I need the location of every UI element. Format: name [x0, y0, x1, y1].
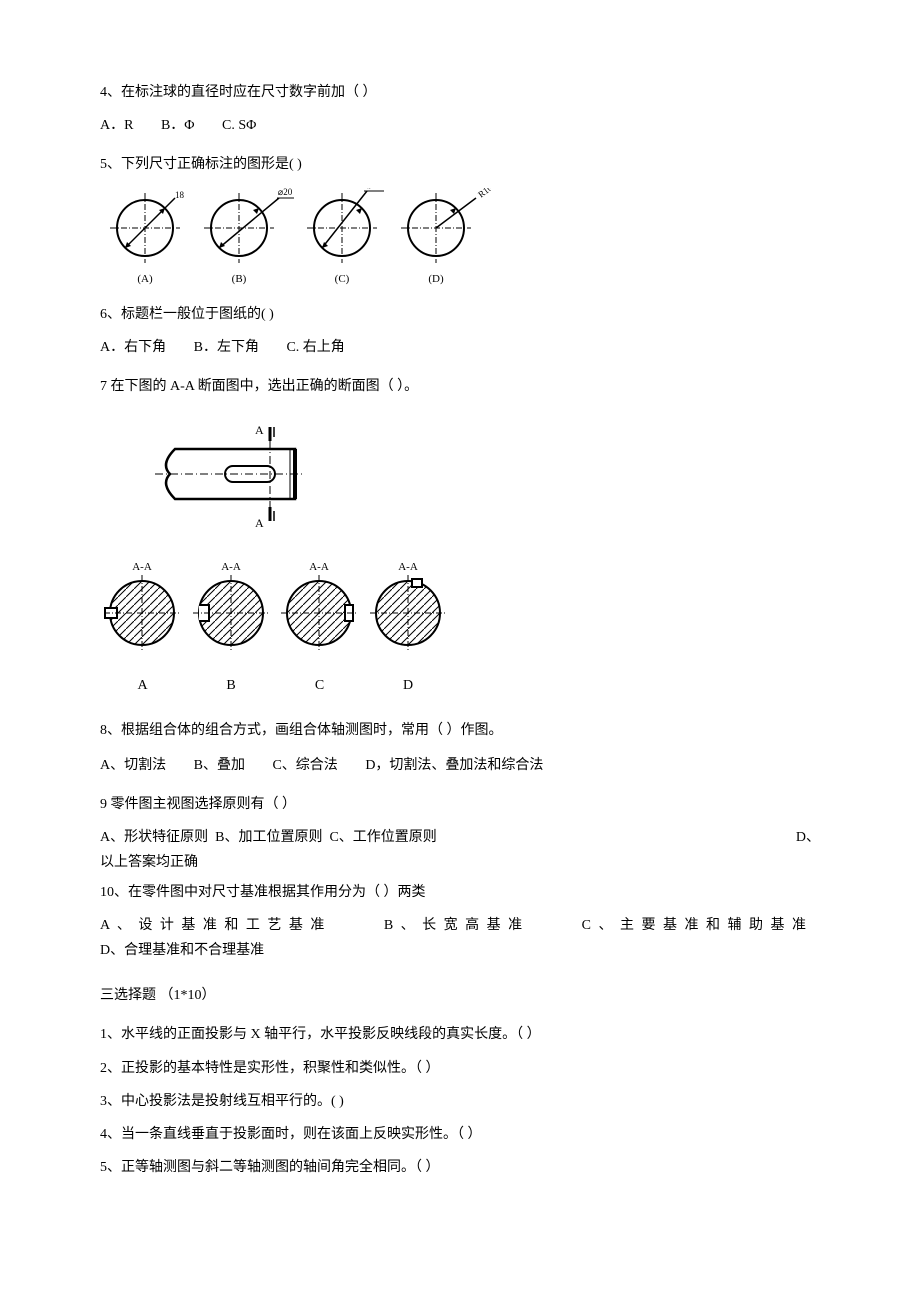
q4-option-c: C. SΦ	[222, 118, 256, 133]
q7-label-bot: A	[255, 516, 264, 530]
tf-1: 1、水平线的正面投影与 X 轴平行，水平投影反映线段的真实长度。（ ）	[100, 1022, 820, 1047]
question-9: 9 零件图主视图选择原则有（ ）	[100, 792, 820, 817]
aa-label: A-A	[398, 561, 418, 573]
q9-options: A、形状特征原则 B、加工位置原则 C、工作位置原则 D、 以上答案均正确	[100, 825, 820, 875]
q8-option-b: B、叠加	[194, 758, 245, 773]
q8-option-a: A、切割法	[100, 758, 166, 773]
q4-text: 4、在标注球的直径时应在尺寸数字前加（ ）	[100, 85, 377, 100]
q7-label-top: A	[255, 423, 264, 437]
q10-options-line2: D、合理基准和不合理基准	[100, 938, 820, 963]
q7-section-options: A-A A-A A-A A-A	[100, 558, 820, 662]
q10-option-c: C 、 主 要 基 准 和 辅 助 基 准	[582, 913, 808, 938]
q10-text: 10、在零件图中对尺寸基准根据其作用分为（ ）两类	[100, 885, 426, 900]
q8-option-c: C、综合法	[272, 758, 337, 773]
q9-option-a: A、形状特征原则	[100, 830, 208, 845]
q7-section-c: A-A	[277, 558, 362, 653]
tf-5: 5、正等轴测图与斜二等轴测图的轴间角完全相同。（ ）	[100, 1155, 820, 1180]
q5-diagram-c: ⌀20 (C)	[297, 188, 387, 288]
q5-label-c: (C)	[335, 273, 350, 285]
q7-section-a: A-A	[100, 558, 185, 653]
q5-diagrams: 18 (A) ⌀20 (B) ⌀20 (C)	[100, 188, 820, 288]
q7-opt-a: A	[100, 673, 185, 698]
q5-label-d: (D)	[428, 273, 444, 285]
q4-options: A．R B．Φ C. SΦ	[100, 113, 820, 138]
q7-main-diagram: A A	[140, 419, 820, 548]
tf-3: 3、中心投影法是投射线互相平行的。( )	[100, 1089, 820, 1114]
question-6: 6、标题栏一般位于图纸的( )	[100, 302, 820, 327]
q7-option-labels: A B C D	[100, 673, 820, 698]
question-10: 10、在零件图中对尺寸基准根据其作用分为（ ）两类	[100, 880, 820, 905]
q5-label-a: (A)	[137, 273, 153, 285]
aa-label: A-A	[132, 561, 152, 573]
q5-label-b: (B)	[231, 273, 246, 285]
q5-text: 5、下列尺寸正确标注的图形是( )	[100, 157, 302, 172]
q5-diagram-d: R10 (D)	[391, 188, 491, 288]
tf-4: 4、当一条直线垂直于投影面时，则在该面上反映实形性。（ ）	[100, 1122, 820, 1147]
q10-option-d: D、合理基准和不合理基准	[100, 943, 264, 958]
q6-option-c: C. 右上角	[286, 340, 344, 355]
q9-option-d-prefix: D、	[796, 825, 820, 850]
q5-dim-b-label: ⌀20	[277, 188, 292, 197]
q5-diagram-b: ⌀20 (B)	[194, 188, 294, 288]
q7-opt-c: C	[277, 673, 362, 698]
question-8: 8、根据组合体的组合方式，画组合体轴测图时，常用（ ）作图。	[100, 718, 820, 743]
aa-label: A-A	[221, 561, 241, 573]
q9-text: 9 零件图主视图选择原则有（ ）	[100, 797, 296, 812]
q7-opt-d: D	[366, 673, 451, 698]
q9-option-c: C、工作位置原则	[329, 830, 436, 845]
q6-options: A．右下角 B．左下角 C. 右上角	[100, 335, 820, 360]
q6-option-a: A．右下角	[100, 340, 166, 355]
aa-label: A-A	[309, 561, 329, 573]
q7-opt-b: B	[189, 673, 274, 698]
q9-option-d-text: 以上答案均正确	[100, 855, 198, 870]
tf-2: 2、正投影的基本特性是实形性，积聚性和类似性。（ ）	[100, 1056, 820, 1081]
q5-dim-a-label: 18	[175, 190, 185, 200]
question-5: 5、下列尺寸正确标注的图形是( )	[100, 152, 820, 177]
question-4: 4、在标注球的直径时应在尺寸数字前加（ ）	[100, 80, 820, 105]
q8-option-d: D，切割法、叠加法和综合法	[365, 758, 543, 773]
q4-option-a: A．R	[100, 118, 133, 133]
q8-options: A、切割法 B、叠加 C、综合法 D，切割法、叠加法和综合法	[100, 753, 820, 778]
q6-text: 6、标题栏一般位于图纸的( )	[100, 307, 274, 322]
q10-options-line1: A 、 设 计 基 准 和 工 艺 基 准 B 、 长 宽 高 基 准 C 、 …	[100, 913, 820, 938]
q4-option-b: B．Φ	[161, 118, 195, 133]
section-3-title: 三选择题 （1*10）	[100, 988, 216, 1003]
section-3-heading: 三选择题 （1*10）	[100, 983, 820, 1008]
q9-option-b: B、加工位置原则	[215, 830, 322, 845]
q10-option-a: A 、 设 计 基 准 和 工 艺 基 准	[100, 913, 326, 938]
q7-text: 7 在下图的 A-A 断面图中，选出正确的断面图（ ）。	[100, 379, 418, 394]
q7-section-d: A-A	[366, 558, 451, 653]
q5-diagram-a: 18 (A)	[100, 188, 190, 288]
q6-option-b: B．左下角	[194, 340, 259, 355]
q10-option-b: B 、 长 宽 高 基 准	[384, 913, 524, 938]
q8-text: 8、根据组合体的组合方式，画组合体轴测图时，常用（ ）作图。	[100, 723, 503, 738]
question-7: 7 在下图的 A-A 断面图中，选出正确的断面图（ ）。	[100, 374, 820, 399]
q5-dim-c-label: ⌀20	[367, 188, 382, 190]
q7-section-b: A-A	[189, 558, 274, 653]
q5-dim-d-label: R10	[476, 188, 491, 200]
